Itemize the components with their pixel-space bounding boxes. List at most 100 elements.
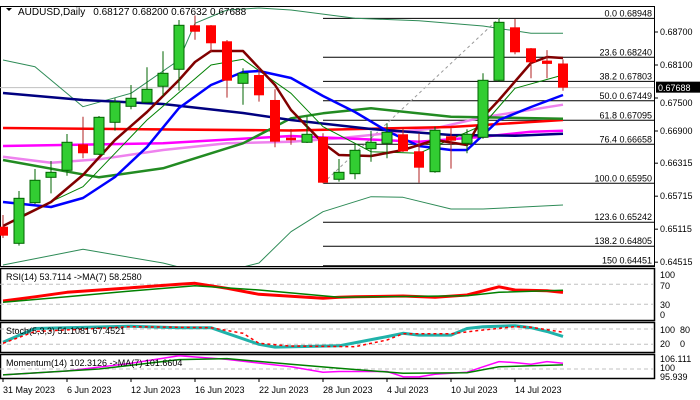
candle[interactable] xyxy=(254,66,264,102)
indicator-tick-label: 70 xyxy=(660,281,670,291)
candle[interactable] xyxy=(526,48,536,79)
indicator-tick-label: 95.939 xyxy=(660,372,688,382)
candle[interactable] xyxy=(157,51,169,97)
candle[interactable] xyxy=(318,133,328,184)
candle-body xyxy=(446,136,456,141)
moving-average-line xyxy=(2,107,564,179)
fibonacci-level-label: 61.8 0.67095 xyxy=(599,110,652,120)
price-tick-label: 0.66900 xyxy=(660,126,693,136)
candle-body xyxy=(286,137,296,141)
date-axis: 31 May 2023 6 Jun 2023 12 Jun 2023 16 Jun 2… xyxy=(2,378,562,395)
moving-average-line xyxy=(2,103,564,164)
candle[interactable] xyxy=(286,128,296,145)
candle-body xyxy=(254,75,264,96)
price-tick-label: 0.64515 xyxy=(660,257,693,267)
candle[interactable] xyxy=(477,73,489,139)
ohlc-label: 0.68127 0.68200 0.67632 0.67688 xyxy=(93,7,246,18)
candle-body xyxy=(173,24,185,70)
candle-body xyxy=(125,97,137,107)
candle[interactable] xyxy=(558,59,568,91)
price-pane[interactable]: 0.0 0.68948 23.6 0.68240 38.2 0.67803 50.0 … xyxy=(0,6,700,276)
symbol-label: AUDUSD,Daily xyxy=(18,7,85,18)
moving-average-line xyxy=(2,91,564,137)
candle[interactable] xyxy=(0,214,8,238)
indicator-line xyxy=(2,357,564,376)
indicator-line xyxy=(2,325,564,348)
moving-average-line xyxy=(2,7,563,108)
price-tick-label: 0.67500 xyxy=(660,98,693,108)
candle[interactable] xyxy=(301,116,313,143)
candle[interactable] xyxy=(446,128,456,169)
candle-body xyxy=(109,101,121,123)
price-tick-label: 0.66315 xyxy=(660,158,693,168)
date-tick-label: 6 Jun 2023 xyxy=(67,385,112,395)
pane-border xyxy=(0,321,656,354)
candle-body xyxy=(349,149,361,175)
candle[interactable] xyxy=(29,169,41,204)
candle[interactable] xyxy=(141,67,153,104)
indicator-tick-label: 0 xyxy=(680,339,685,349)
candle[interactable] xyxy=(13,191,25,246)
candle-body xyxy=(206,25,216,44)
candle-body xyxy=(29,179,41,204)
indicator-tick-label: 106.111 xyxy=(660,354,691,364)
candle[interactable] xyxy=(270,89,280,148)
price-tick-label: 0.68100 xyxy=(660,60,693,70)
stochastic-pane[interactable]: Stoch(5,3,3) 51.1081 67.4521 100 80 20 0 xyxy=(0,321,690,354)
candle[interactable] xyxy=(493,18,505,82)
candle[interactable] xyxy=(125,85,137,110)
candle[interactable] xyxy=(237,68,249,105)
candle[interactable] xyxy=(349,144,361,180)
candle-body xyxy=(237,72,249,84)
candle-body xyxy=(526,48,536,63)
candle[interactable] xyxy=(206,25,216,53)
price-plot-area xyxy=(0,7,654,266)
candle[interactable] xyxy=(429,126,441,173)
candle-body xyxy=(61,141,73,171)
indicator-label: Stoch(5,3,3) 51.1081 67.4521 xyxy=(6,326,125,336)
momentum-pane[interactable]: Momentum(14) 102.3126 ->MA(7) 101.6604 10… xyxy=(0,353,691,382)
date-tick-label: 28 Jun 2023 xyxy=(323,385,373,395)
candle-body xyxy=(333,171,345,180)
indicator-tick-label: 30 xyxy=(660,300,670,310)
candle[interactable] xyxy=(381,123,393,159)
fibonacci-level-label: 76.4 0.66658 xyxy=(599,134,652,144)
fibonacci-level-label: 100.0 0.65950 xyxy=(594,173,652,183)
candle[interactable] xyxy=(109,98,121,131)
date-tick-label: 14 Jul 2023 xyxy=(515,385,562,395)
triangle-down-icon[interactable] xyxy=(6,8,12,11)
candle[interactable] xyxy=(333,158,345,182)
fibonacci-level-label: 150 0.64451 xyxy=(602,256,652,266)
date-tick-label: 16 Jun 2023 xyxy=(195,385,245,395)
candle[interactable] xyxy=(510,19,520,55)
candle-body xyxy=(558,63,568,88)
date-tick-label: 4 Jul 2023 xyxy=(387,385,429,395)
candle[interactable] xyxy=(414,133,424,183)
candle-body xyxy=(318,136,328,183)
candle[interactable] xyxy=(461,129,473,154)
candle[interactable] xyxy=(45,160,57,194)
candle[interactable] xyxy=(222,39,232,98)
candle[interactable] xyxy=(93,115,105,155)
moving-average-line xyxy=(2,196,564,266)
fibonacci-level-label: 123.6 0.65242 xyxy=(594,212,652,222)
candle[interactable] xyxy=(398,128,408,153)
candle-body xyxy=(93,116,105,155)
price-tick-label: 0.65715 xyxy=(660,191,693,201)
candle-body xyxy=(45,171,57,178)
candle[interactable] xyxy=(542,50,552,79)
candle[interactable] xyxy=(61,133,73,176)
candle[interactable] xyxy=(173,20,185,91)
candle-body xyxy=(414,151,424,168)
candle[interactable] xyxy=(78,116,88,159)
candle-body xyxy=(477,79,489,138)
candle-body xyxy=(0,226,8,236)
indicator-tick-label: 20 xyxy=(660,339,670,349)
candle-body xyxy=(493,21,505,81)
candle-body xyxy=(141,88,153,103)
candle[interactable] xyxy=(365,131,377,162)
candle[interactable] xyxy=(190,15,200,40)
fibonacci-trend-line[interactable] xyxy=(322,17,500,184)
